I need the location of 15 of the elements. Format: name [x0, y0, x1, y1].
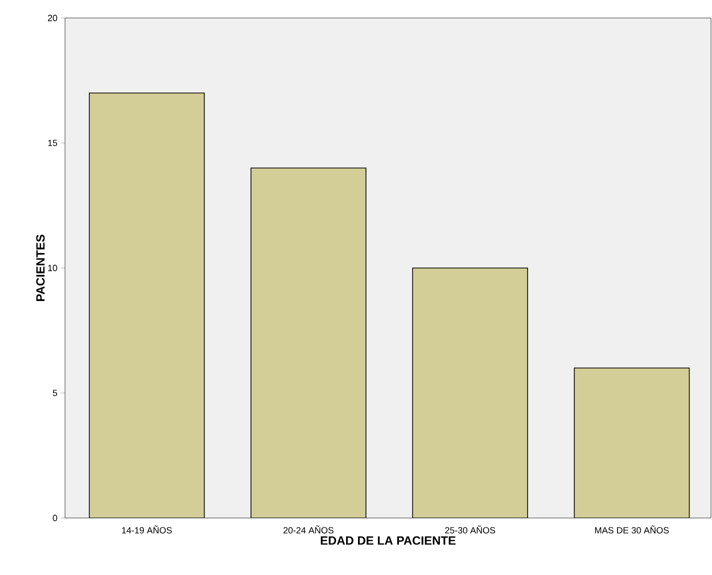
x-tick-label: 25-30 AÑOS	[445, 526, 496, 534]
bar	[88, 92, 205, 518]
x-tick-label: 20-24 AÑOS	[284, 526, 334, 534]
bar	[574, 368, 690, 518]
y-tick-label: 0	[52, 514, 58, 522]
y-tick-label: 5	[52, 390, 58, 396]
x-tick-label: MAS DE 30 AÑOS	[595, 526, 669, 534]
y-tick-label: 20	[48, 14, 58, 22]
x-axis-title: EDAD DE LA PACIENTE	[320, 536, 456, 545]
bar	[250, 168, 366, 518]
bar	[412, 268, 528, 518]
y-tick-label: 15	[48, 140, 58, 146]
y-tick-label: 10	[48, 264, 58, 272]
x-tick-label: 14-19 AÑOS	[122, 526, 172, 534]
y-axis-title: PACIENTES	[36, 234, 45, 301]
